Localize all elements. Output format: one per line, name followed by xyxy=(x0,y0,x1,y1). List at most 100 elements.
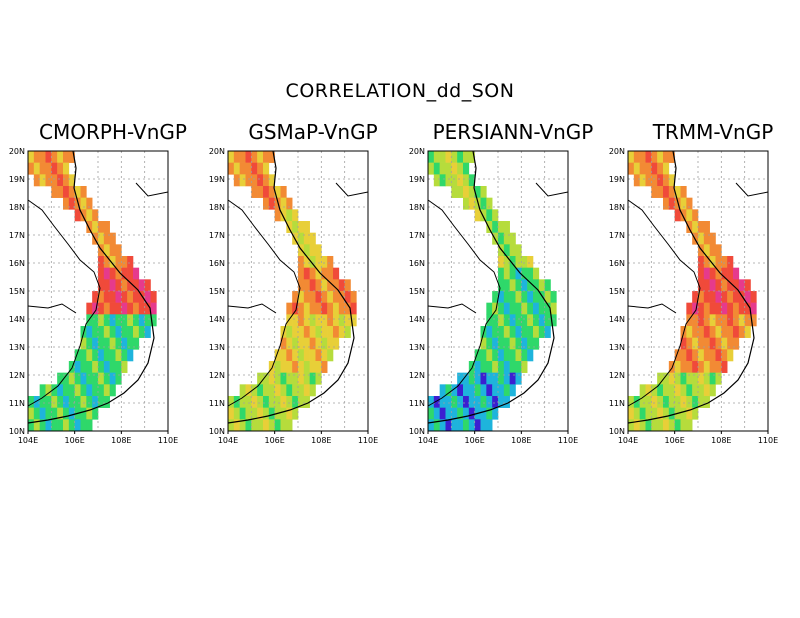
data-cell xyxy=(109,372,116,385)
data-cell xyxy=(127,279,134,292)
data-cell xyxy=(486,419,493,432)
data-cell xyxy=(474,384,481,397)
data-cell xyxy=(268,197,275,210)
data-cell xyxy=(709,256,716,268)
data-cell xyxy=(445,162,452,175)
data-cell xyxy=(703,232,710,245)
data-cell xyxy=(645,407,652,420)
data-cell xyxy=(709,326,716,338)
y-tick-label: 10N xyxy=(209,427,225,436)
border-line xyxy=(627,199,701,407)
data-cell xyxy=(63,162,70,175)
data-cell xyxy=(657,372,664,385)
data-cell xyxy=(439,151,446,163)
data-cell xyxy=(498,279,505,292)
data-cell xyxy=(428,151,435,163)
data-cell xyxy=(263,151,270,163)
data-cell xyxy=(51,407,58,420)
coastline xyxy=(335,182,369,197)
data-cell xyxy=(280,337,287,350)
data-cell xyxy=(451,162,458,175)
data-cell xyxy=(333,337,340,350)
data-cell xyxy=(703,244,710,257)
data-cell xyxy=(74,186,81,198)
data-cell xyxy=(303,337,310,350)
data-cell xyxy=(121,326,128,338)
data-cell xyxy=(550,314,557,327)
data-cell xyxy=(698,221,705,233)
data-cell xyxy=(692,326,699,338)
data-cell xyxy=(521,349,528,362)
data-cell xyxy=(692,407,699,420)
panel-trmm: TRMM-VnGP 104E 106E 108E 110E 10N 11N 12N 13N 14… xyxy=(609,120,800,450)
data-cell xyxy=(45,419,52,432)
data-cell xyxy=(268,396,275,408)
data-cell xyxy=(727,267,734,280)
data-cell xyxy=(463,372,470,385)
data-cell xyxy=(292,384,299,397)
data-cell xyxy=(315,326,322,338)
data-cell xyxy=(121,314,128,327)
data-cell xyxy=(433,419,440,432)
data-cell xyxy=(251,186,258,198)
data-cell xyxy=(80,209,87,222)
data-cell xyxy=(480,407,487,420)
data-cell xyxy=(686,314,693,327)
data-cell xyxy=(286,419,293,432)
data-cell xyxy=(433,162,440,175)
data-cell xyxy=(51,419,58,432)
data-cell xyxy=(98,232,105,245)
data-cell xyxy=(333,267,340,280)
data-cell xyxy=(86,221,93,233)
data-cell xyxy=(428,396,435,408)
data-cell xyxy=(133,291,140,303)
data-cell xyxy=(28,396,35,408)
data-cell xyxy=(150,302,157,315)
data-cell xyxy=(692,396,699,408)
data-cell xyxy=(121,361,128,373)
data-cell xyxy=(668,407,675,420)
data-cell xyxy=(103,384,110,397)
data-cell xyxy=(721,326,728,338)
y-tick-label: 20N xyxy=(9,147,25,156)
data-cell xyxy=(86,209,93,222)
plot-frame xyxy=(227,150,369,432)
data-cell xyxy=(515,326,522,338)
data-cell xyxy=(228,407,235,420)
coastline xyxy=(735,182,769,197)
data-cell xyxy=(509,232,516,245)
data-cell xyxy=(668,186,675,198)
data-cell xyxy=(298,384,305,397)
data-cell xyxy=(727,314,734,327)
data-cell xyxy=(686,407,693,420)
data-cell xyxy=(144,291,151,303)
data-cell xyxy=(68,372,75,385)
data-cell xyxy=(28,419,35,432)
data-cell xyxy=(451,419,458,432)
data-cell xyxy=(503,232,510,245)
data-cell xyxy=(639,407,646,420)
y-tick-label: 11N xyxy=(609,399,625,408)
data-cell xyxy=(133,279,140,292)
data-cell xyxy=(98,396,105,408)
data-cell xyxy=(433,151,440,163)
data-cell xyxy=(680,209,687,222)
data-cell xyxy=(480,396,487,408)
data-cell xyxy=(57,396,64,408)
data-cell xyxy=(639,174,646,187)
data-cell xyxy=(457,174,464,187)
data-cell xyxy=(686,419,693,432)
data-cell xyxy=(280,361,287,373)
data-cell xyxy=(521,314,528,327)
data-cell xyxy=(109,244,116,257)
data-cell xyxy=(445,407,452,420)
data-cell xyxy=(633,174,640,187)
data-cell xyxy=(257,419,264,432)
data-cell xyxy=(350,314,357,327)
data-cell xyxy=(457,186,464,198)
data-cell xyxy=(486,302,493,315)
data-cell xyxy=(344,279,351,292)
data-cell xyxy=(480,349,487,362)
data-cell xyxy=(663,186,670,198)
data-cell xyxy=(127,267,134,280)
